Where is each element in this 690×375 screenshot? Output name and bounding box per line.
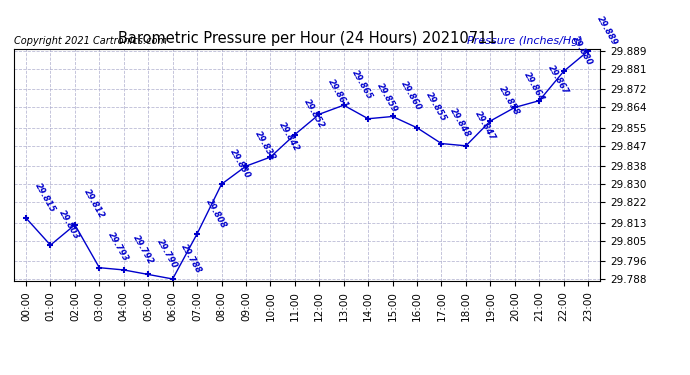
Text: 29.861: 29.861 xyxy=(326,77,351,110)
Text: 29.847: 29.847 xyxy=(473,109,497,142)
Text: 29.842: 29.842 xyxy=(277,120,302,153)
Text: 29.855: 29.855 xyxy=(424,91,448,124)
Title: Barometric Pressure per Hour (24 Hours) 20210711: Barometric Pressure per Hour (24 Hours) … xyxy=(118,31,496,46)
Text: 29.790: 29.790 xyxy=(155,238,179,270)
Text: 29.880: 29.880 xyxy=(571,34,595,67)
Text: 29.859: 29.859 xyxy=(375,82,399,115)
Text: 29.830: 29.830 xyxy=(228,147,253,180)
Text: 29.860: 29.860 xyxy=(400,80,424,112)
Text: 29.812: 29.812 xyxy=(82,188,106,220)
Text: 29.788: 29.788 xyxy=(179,242,204,275)
Text: 29.865: 29.865 xyxy=(351,68,375,101)
Text: 29.838: 29.838 xyxy=(253,129,277,162)
Text: 29.852: 29.852 xyxy=(302,98,326,130)
Text: 29.848: 29.848 xyxy=(448,107,473,140)
Text: 29.803: 29.803 xyxy=(57,208,81,241)
Text: 29.889: 29.889 xyxy=(595,14,619,47)
Text: 29.867: 29.867 xyxy=(546,64,570,96)
Text: 29.815: 29.815 xyxy=(33,181,57,214)
Text: 29.864: 29.864 xyxy=(522,70,546,103)
Text: Pressure (Inches/Hg): Pressure (Inches/Hg) xyxy=(467,36,582,46)
Text: 29.858: 29.858 xyxy=(497,84,522,117)
Text: 29.793: 29.793 xyxy=(106,231,130,264)
Text: Copyright 2021 Cartronics.com: Copyright 2021 Cartronics.com xyxy=(14,36,167,46)
Text: 29.808: 29.808 xyxy=(204,197,228,230)
Text: 29.792: 29.792 xyxy=(130,233,155,266)
